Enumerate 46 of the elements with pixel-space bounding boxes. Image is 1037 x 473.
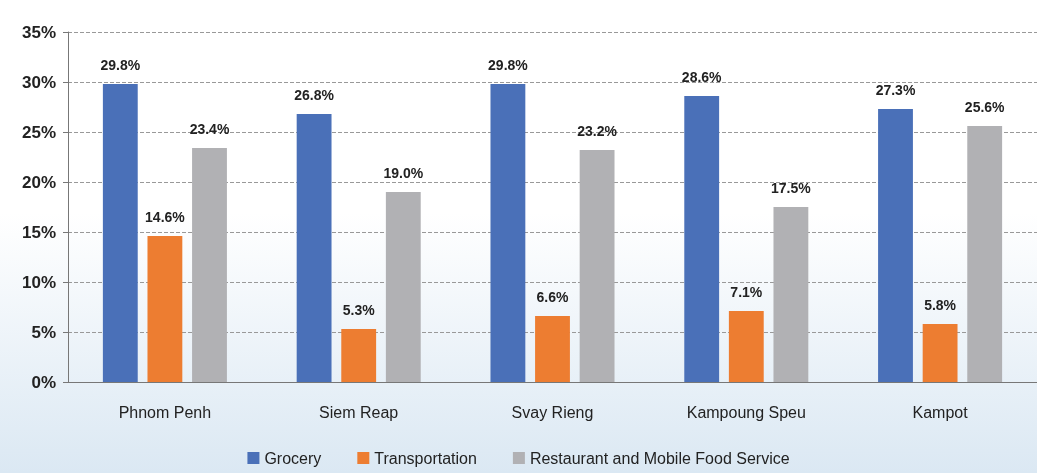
x-tick-label: Phnom Penh	[118, 403, 212, 421]
bar	[535, 316, 570, 382]
data-label: 29.8%	[100, 57, 141, 73]
y-tick-label: 10%	[21, 272, 56, 292]
bar	[878, 109, 913, 382]
bar	[296, 114, 332, 382]
data-label: 19.0%	[383, 165, 424, 181]
data-label: 27.3%	[875, 82, 916, 98]
y-tick-label: 0%	[31, 372, 56, 392]
bar	[728, 311, 764, 382]
data-label: 26.8%	[294, 87, 335, 103]
bar	[579, 150, 615, 382]
x-tick-label: Svay Rieng	[511, 403, 594, 421]
data-label: 5.8%	[924, 297, 957, 313]
bar	[922, 324, 958, 382]
data-label: 7.1%	[730, 284, 763, 300]
bar	[967, 126, 1003, 382]
data-label: 23.4%	[189, 121, 230, 137]
y-tick-label: 15%	[21, 222, 56, 242]
x-tick-label: Kampot	[912, 403, 969, 421]
y-tick-label: 30%	[21, 72, 56, 92]
data-label: 23.2%	[577, 123, 618, 139]
data-label: 29.8%	[488, 57, 529, 73]
data-label: 25.6%	[964, 99, 1006, 115]
bar	[147, 236, 183, 382]
legend-label: Transportation	[374, 449, 477, 467]
data-label: 14.6%	[145, 209, 186, 225]
y-tick-label: 5%	[31, 322, 56, 342]
data-label: 6.6%	[536, 289, 569, 305]
bar	[684, 96, 720, 382]
y-tick-label: 35%	[21, 22, 56, 42]
bar	[102, 84, 138, 382]
data-label: 28.6%	[681, 69, 723, 85]
legend-label: Grocery	[264, 449, 322, 467]
data-label: 5.3%	[342, 302, 376, 318]
x-tick-label: Kampoung Speu	[686, 403, 806, 421]
y-tick-label: 25%	[21, 122, 56, 142]
bar	[490, 84, 526, 382]
bar	[773, 207, 809, 382]
bar	[192, 148, 227, 382]
x-tick-label: Siem Reap	[319, 403, 399, 421]
legend-label: Restaurant and Mobile Food Service	[529, 449, 790, 467]
bar	[385, 192, 421, 382]
y-tick-label: 20%	[21, 172, 56, 192]
bar	[341, 329, 377, 382]
data-label: 17.5%	[771, 180, 812, 196]
